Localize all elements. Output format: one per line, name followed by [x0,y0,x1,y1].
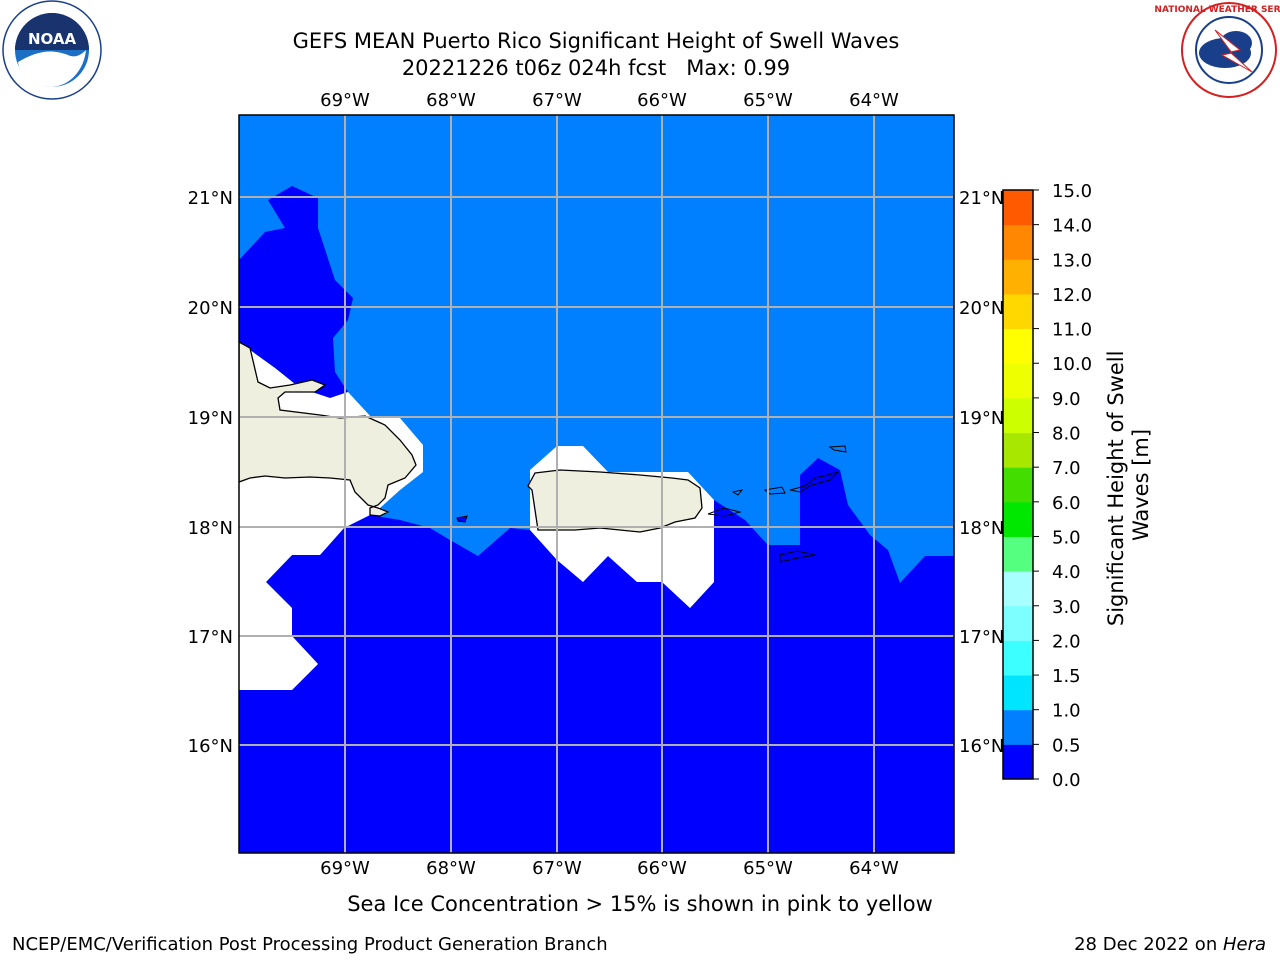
colorbar-swatch [1003,294,1033,329]
colorbar-swatch [1003,259,1033,294]
colorbar-swatch [1003,190,1033,225]
colorbar-swatch [1003,433,1033,468]
colorbar-tick-label: 7.0 [1052,458,1081,479]
longitude-labels-top: 69°W 68°W 67°W 66°W 65°W 64°W [320,90,899,111]
latitude-label: 17°N [188,627,233,648]
colorbar-tick-label: 13.0 [1052,250,1092,271]
colorbar-tick-label: 4.0 [1052,562,1081,583]
footer-host: Hera [1223,934,1266,955]
latitude-label: 21°N [959,188,1004,209]
longitude-label: 66°W [637,90,687,111]
latitude-label: 21°N [188,188,233,209]
sea-ice-note: Sea Ice Concentration > 15% is shown in … [347,892,933,916]
latitude-label: 20°N [959,298,1004,319]
longitude-label: 64°W [849,858,899,879]
colorbar-tick-label: 0.0 [1052,770,1081,791]
footer-date-text: 28 Dec 2022 on [1074,934,1223,955]
colorbar-tick-label: 9.0 [1052,389,1081,410]
svg-text:NATIONAL WEATHER SERVICE: NATIONAL WEATHER SERVICE [1154,5,1280,15]
colorbar-tick-label: 2.0 [1052,631,1081,652]
colorbar-swatch [1003,710,1033,745]
colorbar-tick-label: 14.0 [1052,216,1092,237]
colorbar-swatch [1003,329,1033,364]
longitude-label: 64°W [849,90,899,111]
longitude-label: 68°W [426,90,476,111]
latitude-labels-right: 21°N 20°N 19°N 18°N 17°N 16°N [959,188,1004,757]
colorbar-swatch [1003,675,1033,710]
longitude-label: 69°W [320,90,370,111]
colorbar-tick-label: 12.0 [1052,285,1092,306]
noaa-logo-icon: NOAA [3,1,101,99]
latitude-label: 19°N [959,408,1004,429]
latitude-label: 18°N [188,518,233,539]
colorbar-swatch [1003,363,1033,398]
noaa-logo-text: NOAA [28,30,77,48]
colorbar-swatch [1003,225,1033,260]
longitude-label: 68°W [426,858,476,879]
footer-date: 28 Dec 2022 on Hera [1074,934,1266,955]
nws-logo-icon: NATIONAL WEATHER SERVICE [1154,3,1280,97]
colorbar: 0.0 0.5 1.0 1.5 2.0 3.0 4.0 5.0 6.0 7.0 8.0 9.0 10.0… [1003,181,1092,791]
colorbar-swatch [1003,536,1033,571]
colorbar-tick-label: 6.0 [1052,493,1081,514]
colorbar-swatch [1003,467,1033,502]
latitude-label: 16°N [188,736,233,757]
colorbar-swatch [1003,398,1033,433]
longitude-label: 67°W [532,858,582,879]
footer-branch: NCEP/EMC/Verification Post Processing Pr… [12,934,608,955]
latitude-label: 17°N [959,627,1004,648]
latitude-label: 19°N [188,408,233,429]
colorbar-tick-label: 1.0 [1052,701,1081,722]
longitude-label: 66°W [637,858,687,879]
colorbar-tick-label: 5.0 [1052,527,1081,548]
colorbar-tick-label: 8.0 [1052,424,1081,445]
latitude-label: 20°N [188,298,233,319]
map-panel [239,115,954,853]
colorbar-tick-label: 10.0 [1052,354,1092,375]
colorbar-swatch [1003,640,1033,675]
longitude-labels-bottom: 69°W 68°W 67°W 66°W 65°W 64°W [320,858,899,879]
longitude-label: 67°W [532,90,582,111]
colorbar-tick-label: 15.0 [1052,181,1092,202]
colorbar-swatch [1003,744,1033,779]
colorbar-tick-label: 1.5 [1052,666,1081,687]
longitude-label: 65°W [743,858,793,879]
title-line-2: 20221226 t06z 024h fcst Max: 0.99 [402,56,790,80]
colorbar-label-line1: Significant Height of Swell [1104,351,1128,627]
colorbar-label-line2: Waves [m] [1129,429,1153,541]
latitude-labels-left: 21°N 20°N 19°N 18°N 17°N 16°N [188,188,233,757]
colorbar-swatch [1003,502,1033,537]
title-line-1: GEFS MEAN Puerto Rico Significant Height… [293,29,900,53]
colorbar-swatch [1003,571,1033,606]
longitude-label: 69°W [320,858,370,879]
latitude-label: 18°N [959,518,1004,539]
colorbar-label: Significant Height of Swell Waves [m] [1104,344,1153,626]
latitude-label: 16°N [959,736,1004,757]
colorbar-swatch [1003,606,1033,641]
colorbar-tick-label: 0.5 [1052,735,1081,756]
colorbar-tick-label: 11.0 [1052,320,1092,341]
longitude-label: 65°W [743,90,793,111]
colorbar-tick-label: 3.0 [1052,597,1081,618]
